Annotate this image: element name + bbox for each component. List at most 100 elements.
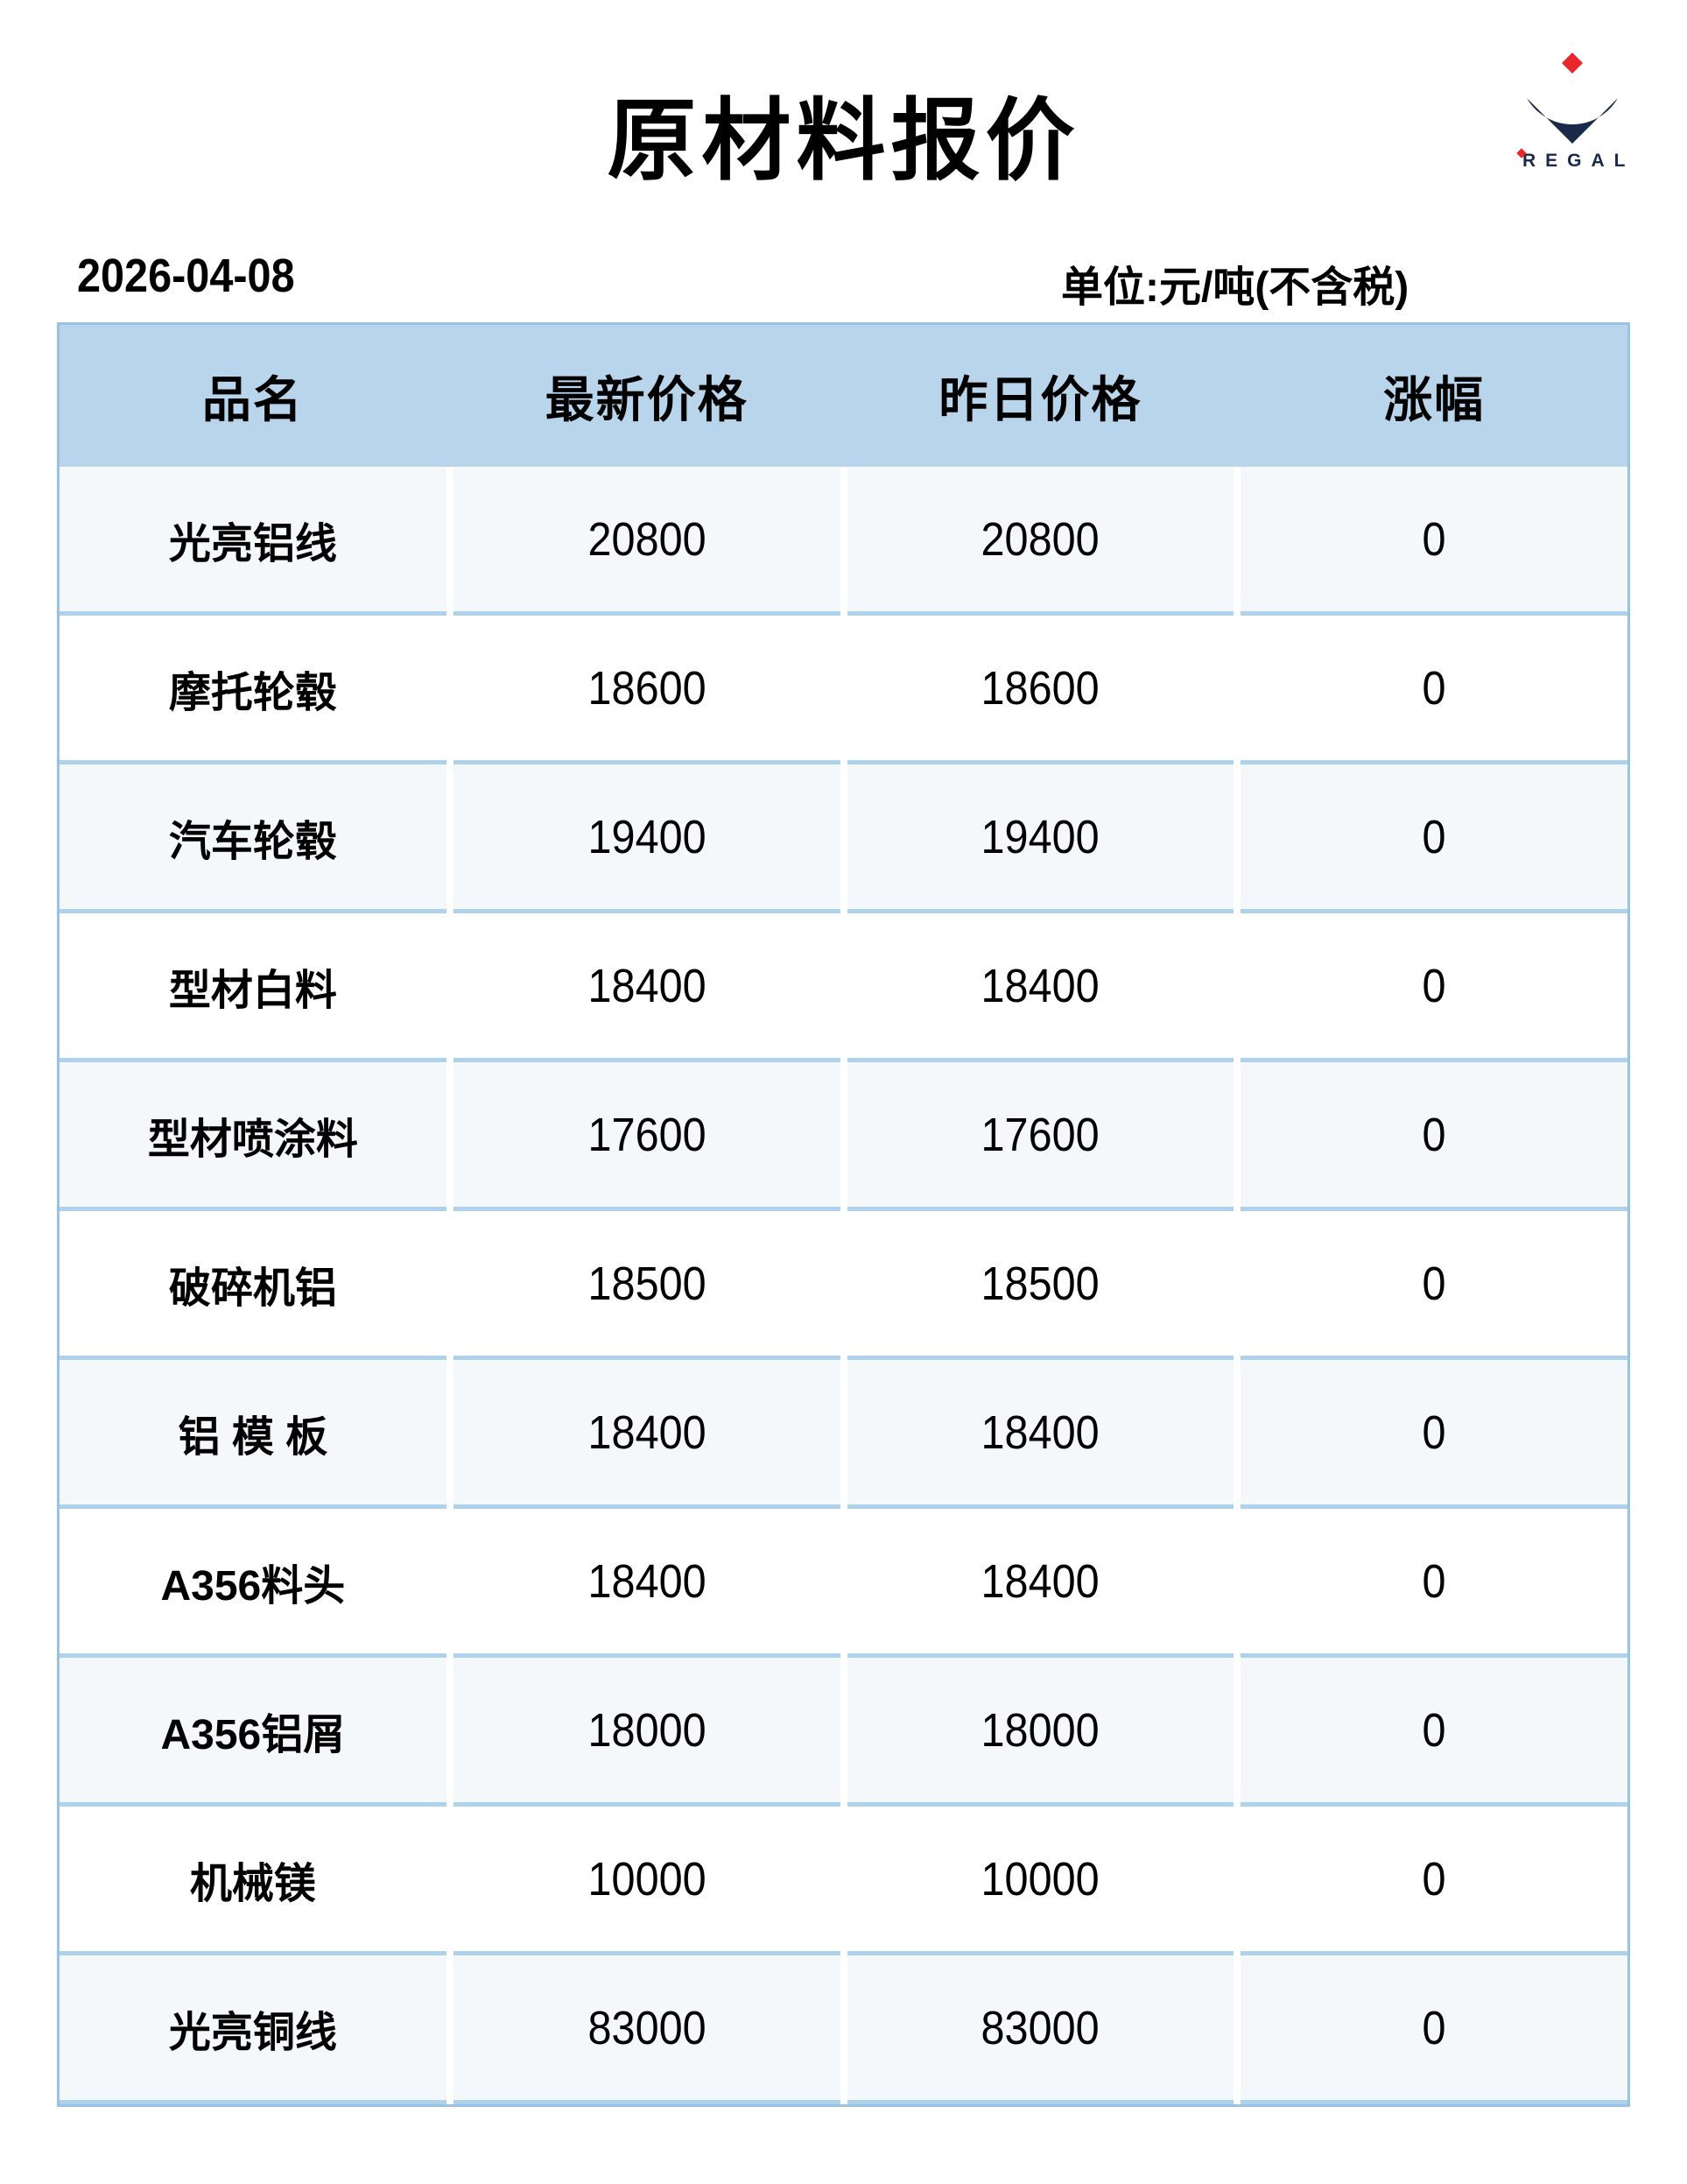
table-row: A356铝屑 18000 18000 0 [60, 1658, 1627, 1807]
change-cell: 0 [1241, 764, 1627, 913]
latest-price-cell: 18400 [453, 1509, 840, 1658]
price-table: 品名 最新价格 昨日价格 涨幅 光亮铝线 20800 20800 0 摩托轮毂 18600… [57, 322, 1630, 2107]
change-cell-value: 0 [1422, 512, 1446, 566]
product-name-cell-value: 破碎机铝 [168, 1265, 337, 1312]
product-name-cell-value: 铝 模 板 [178, 1413, 328, 1461]
product-name-cell: A356铝屑 [60, 1658, 446, 1807]
yesterday-price-cell-value: 18400 [981, 959, 1100, 1012]
header-product-name: 品名 [201, 371, 304, 427]
latest-price-cell-value: 18500 [587, 1257, 706, 1310]
latest-price-cell: 17600 [453, 1062, 840, 1211]
product-name-cell: 摩托轮毂 [60, 616, 446, 764]
latest-price-cell-value: 83000 [587, 2001, 706, 2054]
change-cell-value: 0 [1422, 661, 1446, 715]
latest-price-cell-value: 18000 [587, 1703, 706, 1757]
change-cell: 0 [1241, 467, 1627, 616]
yesterday-price-cell-value: 18500 [981, 1257, 1100, 1310]
change-cell: 0 [1241, 1658, 1627, 1807]
latest-price-cell: 83000 [453, 1955, 840, 2104]
table-row: 摩托轮毂 18600 18600 0 [60, 616, 1627, 764]
table-row: 型材喷涂料 17600 17600 0 [60, 1062, 1627, 1211]
change-cell: 0 [1241, 1509, 1627, 1658]
change-cell: 0 [1241, 1360, 1627, 1509]
change-cell-value: 0 [1422, 1703, 1446, 1757]
yesterday-price-cell-value: 18600 [981, 661, 1100, 715]
product-name-cell-value: 汽车轮毂 [168, 818, 337, 865]
change-cell-value: 0 [1422, 1554, 1446, 1608]
yesterday-price-cell-value: 18000 [981, 1703, 1100, 1757]
table-body: 光亮铝线 20800 20800 0 摩托轮毂 18600 18600 0 汽车轮毂 19400 1… [60, 467, 1627, 2104]
table-row: 光亮铝线 20800 20800 0 [60, 467, 1627, 616]
latest-price-cell: 10000 [453, 1807, 840, 1955]
yesterday-price-cell-value: 83000 [981, 2001, 1100, 2054]
page-title: 原材料报价 [607, 93, 1080, 193]
header-change: 涨幅 [1383, 371, 1486, 427]
change-cell-value: 0 [1422, 2001, 1446, 2054]
yesterday-price-cell-value: 18400 [981, 1406, 1100, 1459]
product-name-cell: 机械镁 [60, 1807, 446, 1955]
report-date: 2026-04-08 [77, 250, 295, 302]
change-cell-value: 0 [1422, 959, 1446, 1012]
yesterday-price-cell: 10000 [847, 1807, 1234, 1955]
latest-price-cell: 18400 [453, 1360, 840, 1509]
product-name-cell: 光亮铜线 [60, 1955, 446, 2104]
product-name-cell: 光亮铝线 [60, 467, 446, 616]
yesterday-price-cell: 19400 [847, 764, 1234, 913]
product-name-cell-value: 摩托轮毂 [168, 669, 337, 716]
change-cell: 0 [1241, 1955, 1627, 2104]
change-cell-value: 0 [1422, 810, 1446, 863]
yesterday-price-cell-value: 20800 [981, 512, 1100, 566]
latest-price-cell-value: 19400 [587, 810, 706, 863]
product-name-cell-value: A356料头 [160, 1562, 346, 1610]
product-name-cell-value: 光亮铜线 [168, 2009, 337, 2056]
latest-price-cell-value: 18400 [587, 959, 706, 1012]
latest-price-cell: 18400 [453, 913, 840, 1062]
yesterday-price-cell-value: 19400 [981, 810, 1100, 863]
change-cell: 0 [1241, 1211, 1627, 1360]
yesterday-price-cell: 18500 [847, 1211, 1234, 1360]
latest-price-cell-value: 18400 [587, 1406, 706, 1459]
change-cell: 0 [1241, 616, 1627, 764]
latest-price-cell: 18500 [453, 1211, 840, 1360]
table-row: 铝 模 板 18400 18400 0 [60, 1360, 1627, 1509]
change-cell-value: 0 [1422, 1852, 1446, 1906]
table-row: 破碎机铝 18500 18500 0 [60, 1211, 1627, 1360]
yesterday-price-cell: 17600 [847, 1062, 1234, 1211]
change-cell-value: 0 [1422, 1108, 1446, 1161]
table-row: 机械镁 10000 10000 0 [60, 1807, 1627, 1955]
product-name-cell: A356料头 [60, 1509, 446, 1658]
product-name-cell-value: 型材白料 [168, 967, 337, 1014]
company-logo: REGAL [1516, 40, 1627, 172]
latest-price-cell-value: 18400 [587, 1554, 706, 1608]
latest-price-cell-value: 17600 [587, 1108, 706, 1161]
change-cell: 0 [1241, 1807, 1627, 1955]
yesterday-price-cell: 18600 [847, 616, 1234, 764]
latest-price-cell-value: 10000 [587, 1852, 706, 1906]
change-cell: 0 [1241, 913, 1627, 1062]
latest-price-cell: 19400 [453, 764, 840, 913]
change-cell-value: 0 [1422, 1406, 1446, 1459]
brand-wordmark: REGAL [1516, 148, 1635, 172]
product-name-cell-value: 机械镁 [189, 1860, 316, 1907]
yesterday-price-cell: 18400 [847, 1509, 1234, 1658]
change-cell-value: 0 [1422, 1257, 1446, 1310]
latest-price-cell: 20800 [453, 467, 840, 616]
latest-price-cell: 18600 [453, 616, 840, 764]
brand-name: REGAL [1522, 151, 1635, 171]
yesterday-price-cell: 18000 [847, 1658, 1234, 1807]
product-name-cell-value: A356铝屑 [160, 1711, 346, 1758]
product-name-cell: 汽车轮毂 [60, 764, 446, 913]
unit-note: 单位:元/吨(不含税) [1061, 264, 1409, 311]
change-cell: 0 [1241, 1062, 1627, 1211]
yesterday-price-cell: 83000 [847, 1955, 1234, 2104]
table-row: 汽车轮毂 19400 19400 0 [60, 764, 1627, 913]
table-header-row: 品名 最新价格 昨日价格 涨幅 [60, 325, 1627, 467]
product-name-cell-value: 型材喷涂料 [147, 1116, 358, 1163]
table-row: 光亮铜线 83000 83000 0 [60, 1955, 1627, 2104]
yesterday-price-cell-value: 18400 [981, 1554, 1100, 1608]
latest-price-cell-value: 18600 [587, 661, 706, 715]
header-yesterday-price: 昨日价格 [938, 371, 1142, 427]
product-name-cell-value: 光亮铝线 [168, 520, 337, 567]
product-name-cell: 型材白料 [60, 913, 446, 1062]
header-latest-price: 最新价格 [545, 371, 749, 427]
